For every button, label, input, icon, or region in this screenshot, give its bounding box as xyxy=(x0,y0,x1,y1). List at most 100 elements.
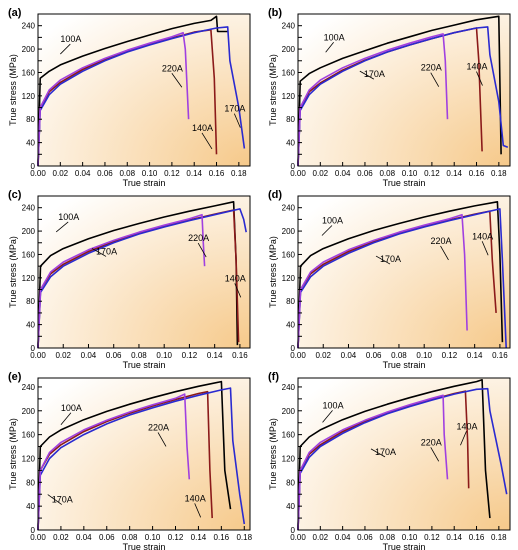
panel-d: 0.00 0.02 0.04 0.06 0.08 0.10 0.12 0.14 0.16 0 40 8… xyxy=(268,189,511,370)
series-line-170A xyxy=(37,26,246,167)
x-tick-label: 0.06 xyxy=(357,533,373,542)
annotation-leader xyxy=(481,241,489,256)
y-tick-label: 120 xyxy=(22,92,36,101)
x-tick-label: 0.04 xyxy=(75,169,91,178)
series-line-220A xyxy=(297,394,449,531)
y-axis-title: True stress (MPa) xyxy=(8,236,18,308)
annotation-170A: 170A xyxy=(364,69,385,79)
annotation-170A: 170A xyxy=(96,246,117,256)
x-tick-label: 0.16 xyxy=(214,533,230,542)
x-tick-label: 0.06 xyxy=(357,169,373,178)
annotation-100A: 100A xyxy=(61,403,82,413)
x-tick-label: 0.16 xyxy=(209,169,225,178)
annotation-leader xyxy=(171,73,183,88)
x-tick-label: 0.08 xyxy=(379,169,395,178)
annotation-leader xyxy=(55,221,69,233)
series-line-100A xyxy=(297,201,504,349)
y-tick-label: 160 xyxy=(282,250,296,259)
y-tick-label: 160 xyxy=(22,250,36,259)
y-tick-label: 120 xyxy=(282,92,296,101)
annotation-leader xyxy=(201,132,213,150)
y-tick-label: 0 xyxy=(291,344,296,353)
x-tick-label: 0.04 xyxy=(81,351,97,360)
x-tick-label: 0.10 xyxy=(156,351,172,360)
plot-frame xyxy=(37,377,251,531)
y-tick-label: 200 xyxy=(22,407,36,416)
x-tick-label: 0.00 xyxy=(290,351,306,360)
x-tick-label: 0.02 xyxy=(53,169,69,178)
x-tick-label: 0.00 xyxy=(290,169,306,178)
x-tick-label: 0.16 xyxy=(492,351,508,360)
x-tick-label: 0.02 xyxy=(313,169,329,178)
x-axis-title: True strain xyxy=(383,360,426,370)
y-tick-label: 40 xyxy=(26,321,35,330)
plot-frame xyxy=(297,13,511,167)
annotation-170A: 170A xyxy=(224,104,245,114)
annotation-100A: 100A xyxy=(323,400,344,410)
x-tick-label: 0.04 xyxy=(335,169,351,178)
series-line-220A xyxy=(37,393,191,531)
annotation-140A: 140A xyxy=(185,493,206,503)
series-line-140A xyxy=(37,390,213,531)
x-axis-title: True strain xyxy=(123,178,166,188)
x-tick-label: 0.14 xyxy=(207,351,223,360)
panel-a: 0.00 0.02 0.04 0.06 0.08 0.10 0.12 0.14 0.16 0.18… xyxy=(8,7,251,188)
series-line-100A xyxy=(37,15,228,167)
y-tick-label: 240 xyxy=(282,204,296,213)
y-tick-label: 160 xyxy=(22,431,36,440)
series-line-170A xyxy=(297,208,507,349)
x-tick-label: 0.18 xyxy=(491,533,507,542)
annotation-leader xyxy=(233,113,241,128)
x-tick-label: 0.12 xyxy=(164,169,180,178)
y-tick-label: 200 xyxy=(22,227,36,236)
plot-frame xyxy=(297,377,511,531)
x-tick-label: 0.10 xyxy=(402,533,418,542)
annotation-leader xyxy=(370,448,386,458)
y-tick-label: 240 xyxy=(22,383,36,392)
annotation-leader xyxy=(460,431,467,446)
annotation-100A: 100A xyxy=(322,215,343,225)
annotation-140A: 140A xyxy=(225,273,246,283)
x-tick-label: 0.04 xyxy=(335,533,351,542)
x-tick-label: 0.12 xyxy=(442,351,458,360)
plot-frame xyxy=(37,195,251,349)
annotation-220A: 220A xyxy=(431,236,452,246)
x-tick-label: 0.16 xyxy=(469,169,485,178)
y-axis-title: True stress (MPa) xyxy=(8,418,18,490)
x-axis-title: True strain xyxy=(123,360,166,370)
plot-background xyxy=(38,196,250,348)
series-line-220A xyxy=(297,213,468,349)
annotation-leader xyxy=(194,503,202,518)
x-tick-label: 0.00 xyxy=(290,533,306,542)
panel-label: (c) xyxy=(8,189,22,201)
x-tick-label: 0.02 xyxy=(315,351,331,360)
x-axis-title: True strain xyxy=(383,542,426,550)
y-tick-label: 40 xyxy=(26,139,35,148)
y-tick-label: 200 xyxy=(22,45,36,54)
series-line-170A xyxy=(297,387,508,531)
panel-label: (d) xyxy=(268,189,282,201)
y-tick-label: 80 xyxy=(26,478,35,487)
x-tick-label: 0.16 xyxy=(232,351,248,360)
series-line-170A xyxy=(37,387,246,531)
annotation-140A: 140A xyxy=(456,421,477,431)
series-line-100A xyxy=(37,201,239,349)
x-tick-label: 0.08 xyxy=(379,533,395,542)
annotation-leader xyxy=(157,432,167,447)
annotation-140A: 140A xyxy=(466,62,487,72)
series-line-100A xyxy=(297,378,491,531)
annotation-170A: 170A xyxy=(52,495,73,505)
annotation-leader xyxy=(47,494,62,505)
x-tick-label: 0.08 xyxy=(119,169,135,178)
y-tick-label: 0 xyxy=(31,344,36,353)
x-tick-label: 0.08 xyxy=(391,351,407,360)
y-tick-label: 120 xyxy=(22,454,36,463)
x-axis-title: True strain xyxy=(123,542,166,550)
annotation-leader xyxy=(476,71,483,86)
panel-label: (b) xyxy=(268,7,282,19)
annotation-leader xyxy=(440,245,449,261)
panels-layer: 0.00 0.02 0.04 0.06 0.08 0.10 0.12 0.14 0.16 0.18… xyxy=(8,7,511,550)
annotation-leader xyxy=(430,72,440,87)
y-tick-label: 200 xyxy=(282,407,296,416)
